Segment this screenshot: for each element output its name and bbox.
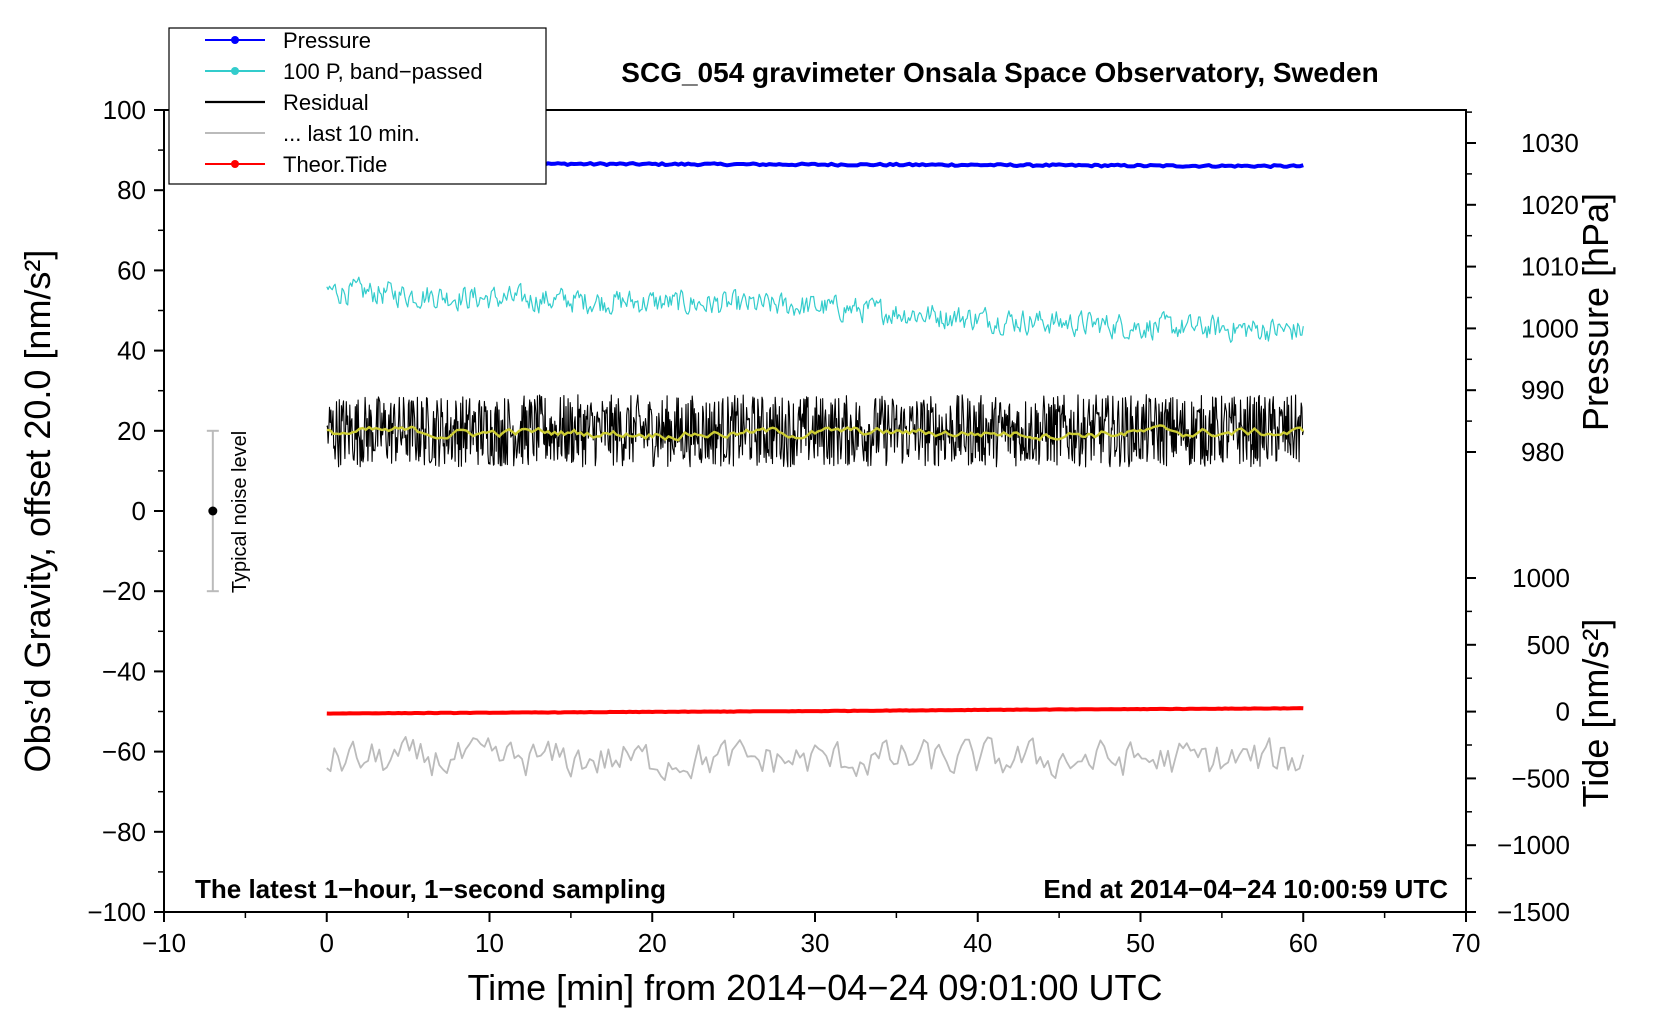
y-tick-label: 80 bbox=[117, 175, 146, 205]
y-axis-title-left: Obs’d Gravity, offset 20.0 [nm/s²] bbox=[17, 250, 58, 773]
ticks-layer: −10 0 10 20 30 40 50 60 70100806040200−20−40−60−… bbox=[87, 95, 1578, 958]
annotation-latest-hour: The latest 1−hour, 1−second sampling bbox=[195, 874, 666, 904]
legend-label: Residual bbox=[283, 90, 369, 115]
y-tick-label: 60 bbox=[117, 255, 146, 285]
legend: Pressure 100 P, band−passed Residual ... la… bbox=[168, 27, 547, 185]
pressure-tick-label: 990 bbox=[1521, 375, 1564, 405]
chart-title: SCG_054 gravimeter Onsala Space Observat… bbox=[621, 57, 1378, 88]
y-tick-label: −100 bbox=[87, 897, 146, 927]
tide-tick-label: 1000 bbox=[1512, 563, 1570, 593]
pressure-tick-label: 980 bbox=[1521, 437, 1564, 467]
y-axis-title-tide: Tide [nm/s²] bbox=[1575, 619, 1616, 808]
y-tick-label: −20 bbox=[102, 576, 146, 606]
x-tick-label: 70 bbox=[1452, 928, 1481, 958]
legend-label: 100 P, band−passed bbox=[283, 59, 483, 84]
plot-frame bbox=[163, 109, 1467, 913]
pressure-tick-label: 1030 bbox=[1521, 128, 1579, 158]
legend-label: ... last 10 min. bbox=[283, 121, 420, 146]
series-line bbox=[326, 276, 1304, 343]
series-line bbox=[326, 706, 1304, 716]
y-tick-label: 20 bbox=[117, 416, 146, 446]
noise-level-label: Typical noise level bbox=[229, 431, 251, 593]
pressure-tick-label: 1010 bbox=[1521, 252, 1579, 282]
legend-label: Pressure bbox=[283, 28, 371, 53]
x-axis-title: Time [min] from 2014−04−24 09:01:00 UTC bbox=[467, 967, 1162, 1008]
legend-items: Pressure 100 P, band−passed Residual ... la… bbox=[205, 28, 483, 177]
pressure-tick-label: 1020 bbox=[1521, 190, 1579, 220]
x-tick-label: 40 bbox=[963, 928, 992, 958]
y-tick-label: 40 bbox=[117, 336, 146, 366]
noise-level-bar bbox=[206, 429, 219, 593]
x-tick-label: 60 bbox=[1289, 928, 1318, 958]
tide-tick-label: 500 bbox=[1527, 630, 1570, 660]
y-tick-label: −80 bbox=[102, 817, 146, 847]
y-tick-label: 0 bbox=[132, 496, 146, 526]
y-axis-title-pressure: Pressure [hPa] bbox=[1575, 193, 1616, 431]
y-tick-label: −60 bbox=[102, 737, 146, 767]
y-tick-label: 100 bbox=[103, 95, 146, 125]
series-line bbox=[326, 736, 1305, 781]
legend-marker bbox=[231, 67, 239, 75]
tide-tick-label: −1000 bbox=[1497, 830, 1570, 860]
x-tick-label: 20 bbox=[638, 928, 667, 958]
x-tick-label: 50 bbox=[1126, 928, 1155, 958]
noise-bar-center bbox=[208, 506, 218, 516]
legend-box bbox=[168, 27, 547, 185]
series-line bbox=[326, 394, 1304, 468]
x-tick-label: 10 bbox=[475, 928, 504, 958]
tide-tick-label: −500 bbox=[1511, 763, 1570, 793]
x-tick-label: 30 bbox=[801, 928, 830, 958]
x-tick-label: −10 bbox=[142, 928, 186, 958]
annotation-end-time: End at 2014−04−24 10:00:59 UTC bbox=[1043, 874, 1448, 904]
y-tick-label: −40 bbox=[102, 656, 146, 686]
series-layer bbox=[326, 160, 1305, 781]
legend-marker bbox=[231, 36, 239, 44]
legend-label: Theor.Tide bbox=[283, 152, 387, 177]
tide-tick-label: 0 bbox=[1556, 697, 1570, 727]
tide-tick-label: −1500 bbox=[1497, 897, 1570, 927]
pressure-tick-label: 1000 bbox=[1521, 313, 1579, 343]
legend-marker bbox=[231, 160, 239, 168]
smoothed-residual-line bbox=[326, 424, 1305, 442]
x-tick-label: 0 bbox=[320, 928, 334, 958]
